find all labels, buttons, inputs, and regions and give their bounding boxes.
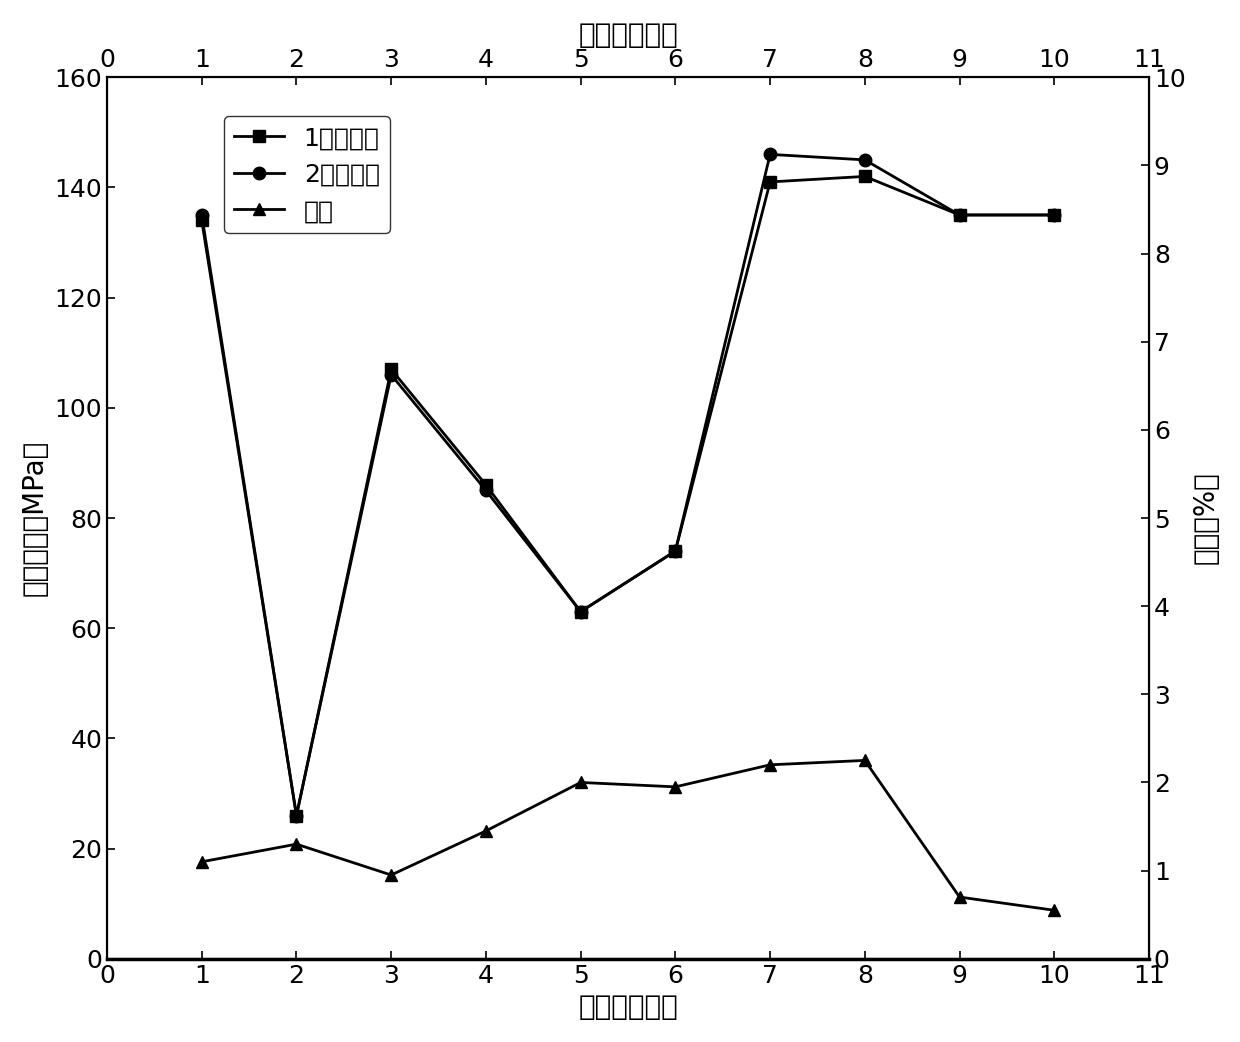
2号应变片 bbox=[952, 208, 967, 221]
Y-axis label: 转化载荷（MPa）: 转化载荷（MPa） bbox=[21, 440, 48, 596]
Line: 误差: 误差 bbox=[196, 754, 1060, 917]
误差 bbox=[195, 855, 210, 868]
误差 bbox=[573, 776, 588, 789]
2号应变片 bbox=[195, 208, 210, 221]
误差 bbox=[952, 891, 967, 903]
2号应变片 bbox=[763, 148, 777, 160]
Legend: 1号应变片, 2号应变片, 误差: 1号应变片, 2号应变片, 误差 bbox=[223, 117, 389, 233]
1号应变片 bbox=[289, 810, 304, 822]
2号应变片 bbox=[857, 153, 872, 166]
误差 bbox=[857, 754, 872, 767]
Y-axis label: 误差（%）: 误差（%） bbox=[1192, 472, 1219, 565]
1号应变片 bbox=[763, 176, 777, 189]
误差 bbox=[763, 759, 777, 771]
2号应变片 bbox=[668, 545, 683, 557]
1号应变片 bbox=[857, 170, 872, 182]
X-axis label: 数据点（个）: 数据点（个） bbox=[578, 993, 678, 1021]
1号应变片 bbox=[195, 215, 210, 227]
2号应变片 bbox=[479, 485, 494, 497]
误差 bbox=[383, 869, 398, 882]
1号应变片 bbox=[383, 363, 398, 375]
误差 bbox=[1047, 904, 1061, 917]
2号应变片 bbox=[383, 369, 398, 381]
1号应变片 bbox=[668, 545, 683, 557]
1号应变片 bbox=[573, 605, 588, 618]
2号应变片 bbox=[289, 810, 304, 822]
Line: 2号应变片: 2号应变片 bbox=[196, 148, 1060, 822]
X-axis label: 数据点（个）: 数据点（个） bbox=[578, 21, 678, 49]
Line: 1号应变片: 1号应变片 bbox=[196, 170, 1060, 822]
2号应变片 bbox=[1047, 208, 1061, 221]
1号应变片 bbox=[1047, 208, 1061, 221]
误差 bbox=[289, 838, 304, 850]
误差 bbox=[479, 824, 494, 837]
误差 bbox=[668, 780, 683, 793]
1号应变片 bbox=[479, 478, 494, 491]
2号应变片 bbox=[573, 605, 588, 618]
1号应变片 bbox=[952, 208, 967, 221]
